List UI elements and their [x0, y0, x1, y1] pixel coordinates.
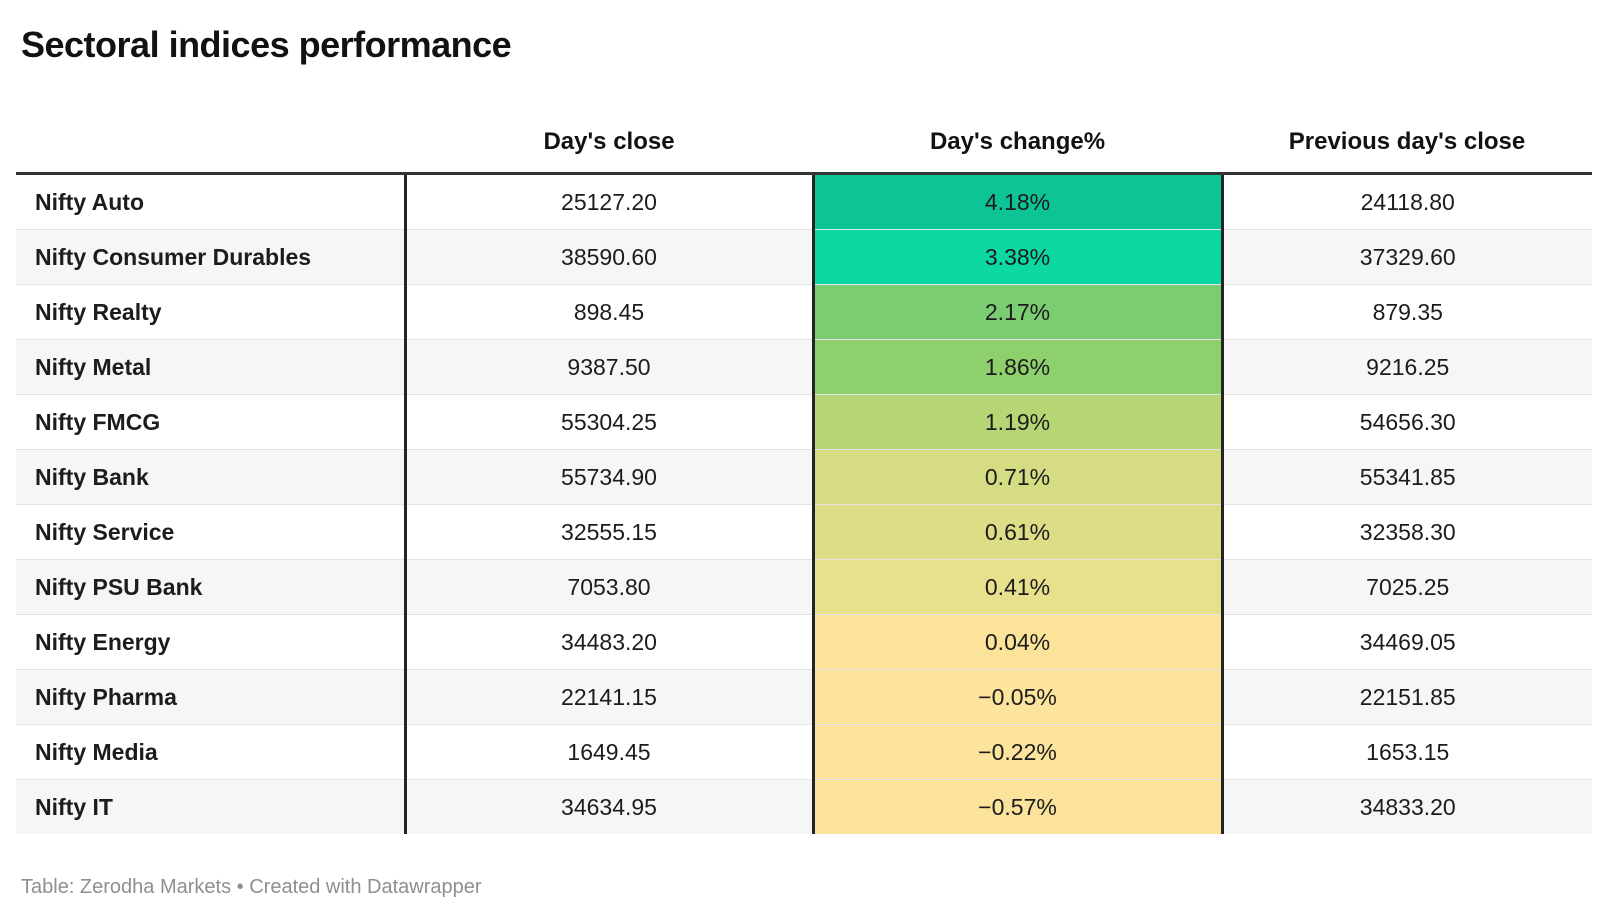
days-close-value: 25127.20 — [405, 173, 813, 230]
days-close-value: 898.45 — [405, 284, 813, 340]
table-row: Nifty Metal 9387.50 1.86% 9216.25 — [16, 339, 1592, 395]
days-close-value: 34483.20 — [405, 614, 813, 670]
row-label: Nifty Energy — [16, 614, 407, 670]
days-close-value: 38590.60 — [405, 229, 813, 285]
table-header: Day's close Day's change% Previous day's… — [16, 110, 1592, 175]
row-label: Nifty Consumer Durables — [16, 229, 407, 285]
row-label: Nifty IT — [16, 779, 407, 834]
days-change-value: −0.22% — [811, 724, 1224, 780]
days-close-value: 1649.45 — [405, 724, 813, 780]
days-change-value: 4.18% — [811, 173, 1224, 230]
table-footer: Table: Zerodha Markets • Created with Da… — [21, 876, 1592, 899]
table-row: Nifty Energy 34483.20 0.04% 34469.05 — [16, 614, 1592, 670]
table-row: Nifty FMCG 55304.25 1.19% 54656.30 — [16, 394, 1592, 450]
table-row: Nifty Media 1649.45 −0.22% 1653.15 — [16, 724, 1592, 780]
previous-close-value: 34833.20 — [1222, 779, 1592, 834]
previous-close-value: 55341.85 — [1222, 449, 1592, 505]
days-change-value: −0.57% — [811, 779, 1224, 834]
days-change-value: 0.41% — [811, 559, 1224, 615]
days-change-value: 1.19% — [811, 394, 1224, 450]
row-label: Nifty Metal — [16, 339, 407, 395]
column-header-days-close: Day's close — [405, 110, 813, 175]
days-close-value: 22141.15 — [405, 669, 813, 725]
previous-close-value: 9216.25 — [1222, 339, 1592, 395]
row-label: Nifty Pharma — [16, 669, 407, 725]
days-change-value: 0.04% — [811, 614, 1224, 670]
days-close-value: 34634.95 — [405, 779, 813, 834]
table-row: Nifty Pharma 22141.15 −0.05% 22151.85 — [16, 669, 1592, 725]
days-change-value: 2.17% — [811, 284, 1224, 340]
days-close-value: 55734.90 — [405, 449, 813, 505]
previous-close-value: 7025.25 — [1222, 559, 1592, 615]
table-row: Nifty Realty 898.45 2.17% 879.35 — [16, 284, 1592, 340]
column-header-previous-close: Previous day's close — [1222, 110, 1592, 175]
days-change-value: 0.71% — [811, 449, 1224, 505]
days-close-value: 32555.15 — [405, 504, 813, 560]
previous-close-value: 22151.85 — [1222, 669, 1592, 725]
column-header-days-change: Day's change% — [813, 110, 1222, 175]
row-label: Nifty PSU Bank — [16, 559, 407, 615]
days-change-value: 3.38% — [811, 229, 1224, 285]
row-label: Nifty Bank — [16, 449, 407, 505]
days-change-value: 0.61% — [811, 504, 1224, 560]
previous-close-value: 879.35 — [1222, 284, 1592, 340]
row-label: Nifty Media — [16, 724, 407, 780]
table-row: Nifty Bank 55734.90 0.71% 55341.85 — [16, 449, 1592, 505]
previous-close-value: 24118.80 — [1222, 173, 1592, 230]
days-close-value: 9387.50 — [405, 339, 813, 395]
column-header-empty — [16, 110, 405, 175]
previous-close-value: 54656.30 — [1222, 394, 1592, 450]
days-change-value: 1.86% — [811, 339, 1224, 395]
previous-close-value: 34469.05 — [1222, 614, 1592, 670]
table-row: Nifty PSU Bank 7053.80 0.41% 7025.25 — [16, 559, 1592, 615]
row-label: Nifty FMCG — [16, 394, 407, 450]
page-title: Sectoral indices performance — [21, 24, 512, 65]
table-row: Nifty Service 32555.15 0.61% 32358.30 — [16, 504, 1592, 560]
previous-close-value: 32358.30 — [1222, 504, 1592, 560]
row-label: Nifty Auto — [16, 173, 407, 230]
days-change-value: −0.05% — [811, 669, 1224, 725]
sectoral-indices-table: Day's close Day's change% Previous day's… — [16, 110, 1592, 834]
previous-close-value: 37329.60 — [1222, 229, 1592, 285]
days-close-value: 7053.80 — [405, 559, 813, 615]
table-row: Nifty Consumer Durables 38590.60 3.38% 3732… — [16, 229, 1592, 285]
row-label: Nifty Service — [16, 504, 407, 560]
row-label: Nifty Realty — [16, 284, 407, 340]
footer-text: Table: Zerodha Markets • Created with Da… — [21, 876, 482, 898]
header-row: Day's close Day's change% Previous day's… — [16, 110, 1592, 175]
previous-close-value: 1653.15 — [1222, 724, 1592, 780]
table-row: Nifty Auto 25127.20 4.18% 24118.80 — [16, 173, 1592, 230]
table-body: Nifty Auto 25127.20 4.18% 24118.80 Nifty Con… — [16, 173, 1592, 834]
table-row: Nifty IT 34634.95 −0.57% 34833.20 — [16, 779, 1592, 834]
days-close-value: 55304.25 — [405, 394, 813, 450]
